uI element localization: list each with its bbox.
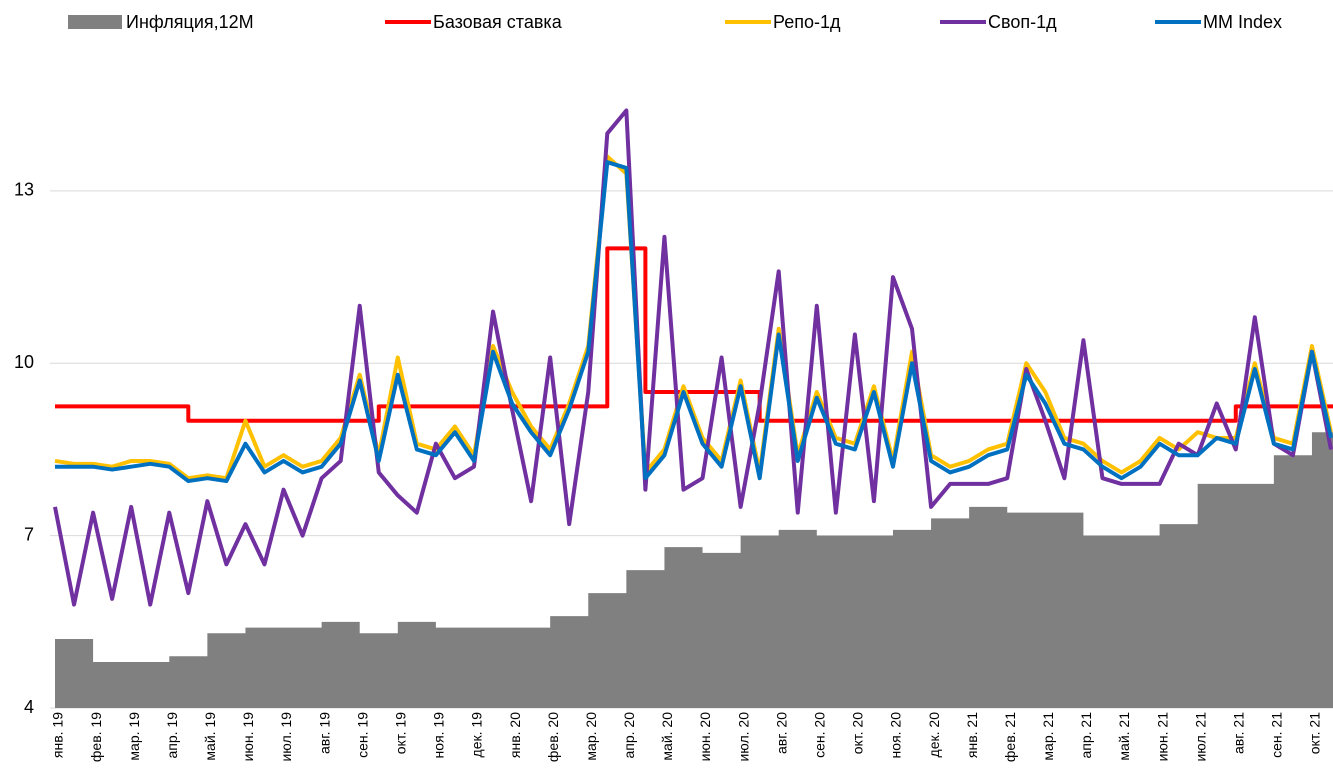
x-tick-label: сен. 19 bbox=[354, 712, 370, 758]
x-tick-label: окт. 21 bbox=[1307, 712, 1323, 754]
legend-label: Репо-1д bbox=[773, 12, 841, 32]
x-tick-label: сен. 21 bbox=[1269, 712, 1285, 758]
x-tick-label: фев. 21 bbox=[1002, 712, 1018, 762]
x-tick-label: мар. 19 bbox=[126, 712, 142, 761]
x-tick-label: окт. 20 bbox=[850, 712, 866, 754]
line bbox=[55, 246, 1333, 423]
x-tick-label: май. 21 bbox=[1116, 712, 1132, 761]
x-tick-label: фев. 20 bbox=[545, 712, 561, 762]
x-tick-label: авг. 19 bbox=[316, 712, 332, 754]
y-tick-label: 7 bbox=[24, 524, 34, 544]
line bbox=[54, 154, 1333, 481]
x-tick-label: дек. 20 bbox=[926, 712, 942, 758]
legend-label: Своп-1д bbox=[988, 12, 1057, 32]
line bbox=[53, 108, 1333, 607]
x-tick-label: июн. 21 bbox=[1154, 712, 1170, 762]
x-tick-label: сен. 20 bbox=[811, 712, 827, 758]
x-tick-label: фев. 19 bbox=[88, 712, 104, 762]
x-tick-label: мар. 21 bbox=[1040, 712, 1056, 761]
area bbox=[55, 432, 1333, 708]
x-tick-label: янв. 20 bbox=[507, 712, 523, 758]
y-tick-label: 4 bbox=[24, 697, 34, 717]
x-tick-label: янв. 21 bbox=[964, 712, 980, 758]
x-tick-label: мар. 20 bbox=[583, 712, 599, 761]
x-tick-label: июл. 20 bbox=[735, 712, 751, 762]
y-tick-label: 10 bbox=[14, 352, 34, 372]
legend-label: Инфляция,12М bbox=[126, 12, 254, 32]
x-tick-label: июл. 19 bbox=[278, 712, 294, 762]
legend-label: Базовая ставка bbox=[433, 12, 563, 32]
y-tick-label: 13 bbox=[14, 180, 34, 200]
x-tick-label: дек. 19 bbox=[469, 712, 485, 758]
x-tick-label: апр. 19 bbox=[164, 712, 180, 759]
line bbox=[55, 160, 1333, 484]
x-tick-label: июн. 20 bbox=[697, 712, 713, 762]
x-tick-label: ноя. 20 bbox=[888, 712, 904, 759]
x-tick-label: май. 20 bbox=[659, 712, 675, 761]
x-tick-label: авг. 20 bbox=[773, 712, 789, 754]
x-tick-label: окт. 19 bbox=[393, 712, 409, 754]
x-tick-label: янв. 19 bbox=[50, 712, 66, 758]
x-tick-label: апр. 20 bbox=[621, 712, 637, 759]
legend-swatch bbox=[68, 15, 122, 29]
legend-label: MM Index bbox=[1203, 12, 1282, 32]
x-tick-label: май. 19 bbox=[202, 712, 218, 761]
x-tick-label: авг. 21 bbox=[1230, 712, 1246, 754]
x-tick-label: апр. 21 bbox=[1078, 712, 1094, 759]
x-tick-label: июл. 21 bbox=[1192, 712, 1208, 762]
x-tick-label: ноя. 19 bbox=[431, 712, 447, 759]
x-tick-label: июн. 19 bbox=[240, 712, 256, 762]
